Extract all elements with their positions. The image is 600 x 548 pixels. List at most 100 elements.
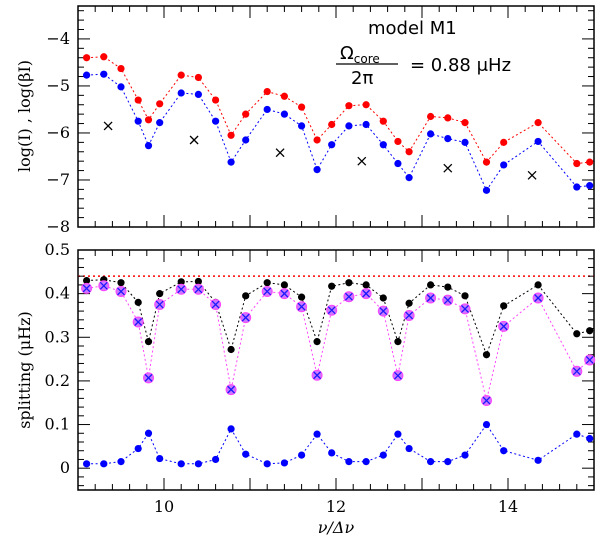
core-marker [98, 280, 110, 292]
y-tick-label: 0.3 [45, 327, 70, 346]
data-point [156, 119, 164, 127]
data-point [427, 458, 435, 466]
core-marker [403, 309, 415, 321]
data-point [482, 186, 491, 194]
data-point [134, 117, 142, 125]
data-point [156, 454, 164, 463]
data-point [194, 73, 202, 82]
data-point [500, 302, 508, 310]
data-point [117, 64, 125, 73]
data-point [280, 110, 288, 118]
data-point [313, 166, 321, 174]
data-point [242, 136, 250, 144]
data-point [117, 458, 125, 466]
data-point [313, 338, 321, 346]
y-tick-label: −7 [46, 170, 70, 189]
x-tick-label: 12 [326, 497, 346, 516]
bottom-xlabel: ν/Δν [318, 518, 355, 537]
series-line [86, 423, 590, 465]
top-panel: −8 −7 −6 −5 −4 log(I) , log(βI) model M1 Ωco… [15, 5, 595, 236]
x-tick-label: 10 [154, 497, 174, 516]
data-point [586, 434, 594, 443]
y-tick-label: −8 [46, 217, 70, 236]
core-marker [225, 384, 237, 396]
data-point [280, 92, 288, 100]
data-point [298, 122, 306, 130]
y-tick-label: −6 [46, 123, 70, 142]
cross-marker [357, 156, 367, 166]
y-tick-label: 0.2 [45, 371, 70, 390]
data-point [280, 459, 288, 467]
series-line [86, 56, 590, 165]
x-tick-label: 14 [498, 497, 518, 516]
data-point [394, 159, 402, 168]
data-point [194, 90, 202, 98]
data-point [573, 430, 581, 438]
data-point [212, 117, 220, 125]
data-point [573, 159, 581, 168]
data-point [534, 137, 542, 146]
data-point [394, 338, 402, 346]
data-point [405, 299, 413, 307]
data-point [461, 138, 469, 146]
data-point [227, 425, 235, 433]
core-marker [296, 301, 308, 313]
core-marker [132, 316, 144, 328]
data-point [83, 460, 91, 468]
bottom-ylabel: splitting (μHz) [15, 311, 34, 429]
cross-marker [189, 135, 199, 145]
data-point [345, 279, 353, 287]
core-marker [481, 395, 492, 407]
data-point [328, 449, 336, 457]
cross-marker [527, 170, 537, 180]
data-point [534, 456, 542, 464]
data-point [461, 119, 469, 127]
data-point [144, 429, 153, 437]
core-marker [571, 365, 583, 377]
data-point [586, 158, 594, 166]
annotation-model: model M1 [368, 18, 457, 39]
core-marker [115, 285, 127, 297]
data-point [313, 430, 321, 438]
data-point [298, 293, 306, 301]
core-marker [425, 292, 437, 304]
data-point [83, 276, 91, 285]
data-point [134, 298, 142, 306]
series-line [86, 285, 591, 401]
data-point [534, 281, 542, 289]
core-marker [343, 291, 355, 303]
core-marker [326, 304, 338, 316]
data-point [212, 455, 220, 464]
data-point [263, 460, 271, 468]
data-point [482, 158, 491, 166]
data-point [83, 71, 91, 79]
model-annotation: model M1 Ωcore 2π = 0.88 μHz [336, 18, 511, 89]
data-point [405, 444, 413, 453]
core-marker [377, 305, 389, 317]
data-point [379, 294, 387, 302]
core-marker [532, 292, 544, 304]
data-point [482, 351, 491, 359]
data-point [345, 458, 353, 466]
top-plot-frame [77, 5, 595, 228]
data-point [263, 105, 271, 114]
data-point [500, 447, 508, 455]
data-point [298, 103, 306, 111]
data-point [117, 279, 125, 287]
core-marker [392, 370, 404, 382]
data-point [177, 89, 185, 97]
data-point [345, 102, 353, 110]
data-point [100, 53, 108, 61]
data-point [379, 141, 387, 149]
data-point [328, 282, 336, 290]
data-point [144, 116, 153, 124]
data-point [212, 96, 220, 104]
data-point [100, 70, 108, 78]
annotation-2pi: 2π [351, 68, 373, 89]
series-line [86, 73, 590, 192]
data-point [362, 281, 370, 289]
data-point [242, 292, 250, 300]
data-point [313, 136, 321, 144]
core-marker [498, 320, 510, 332]
